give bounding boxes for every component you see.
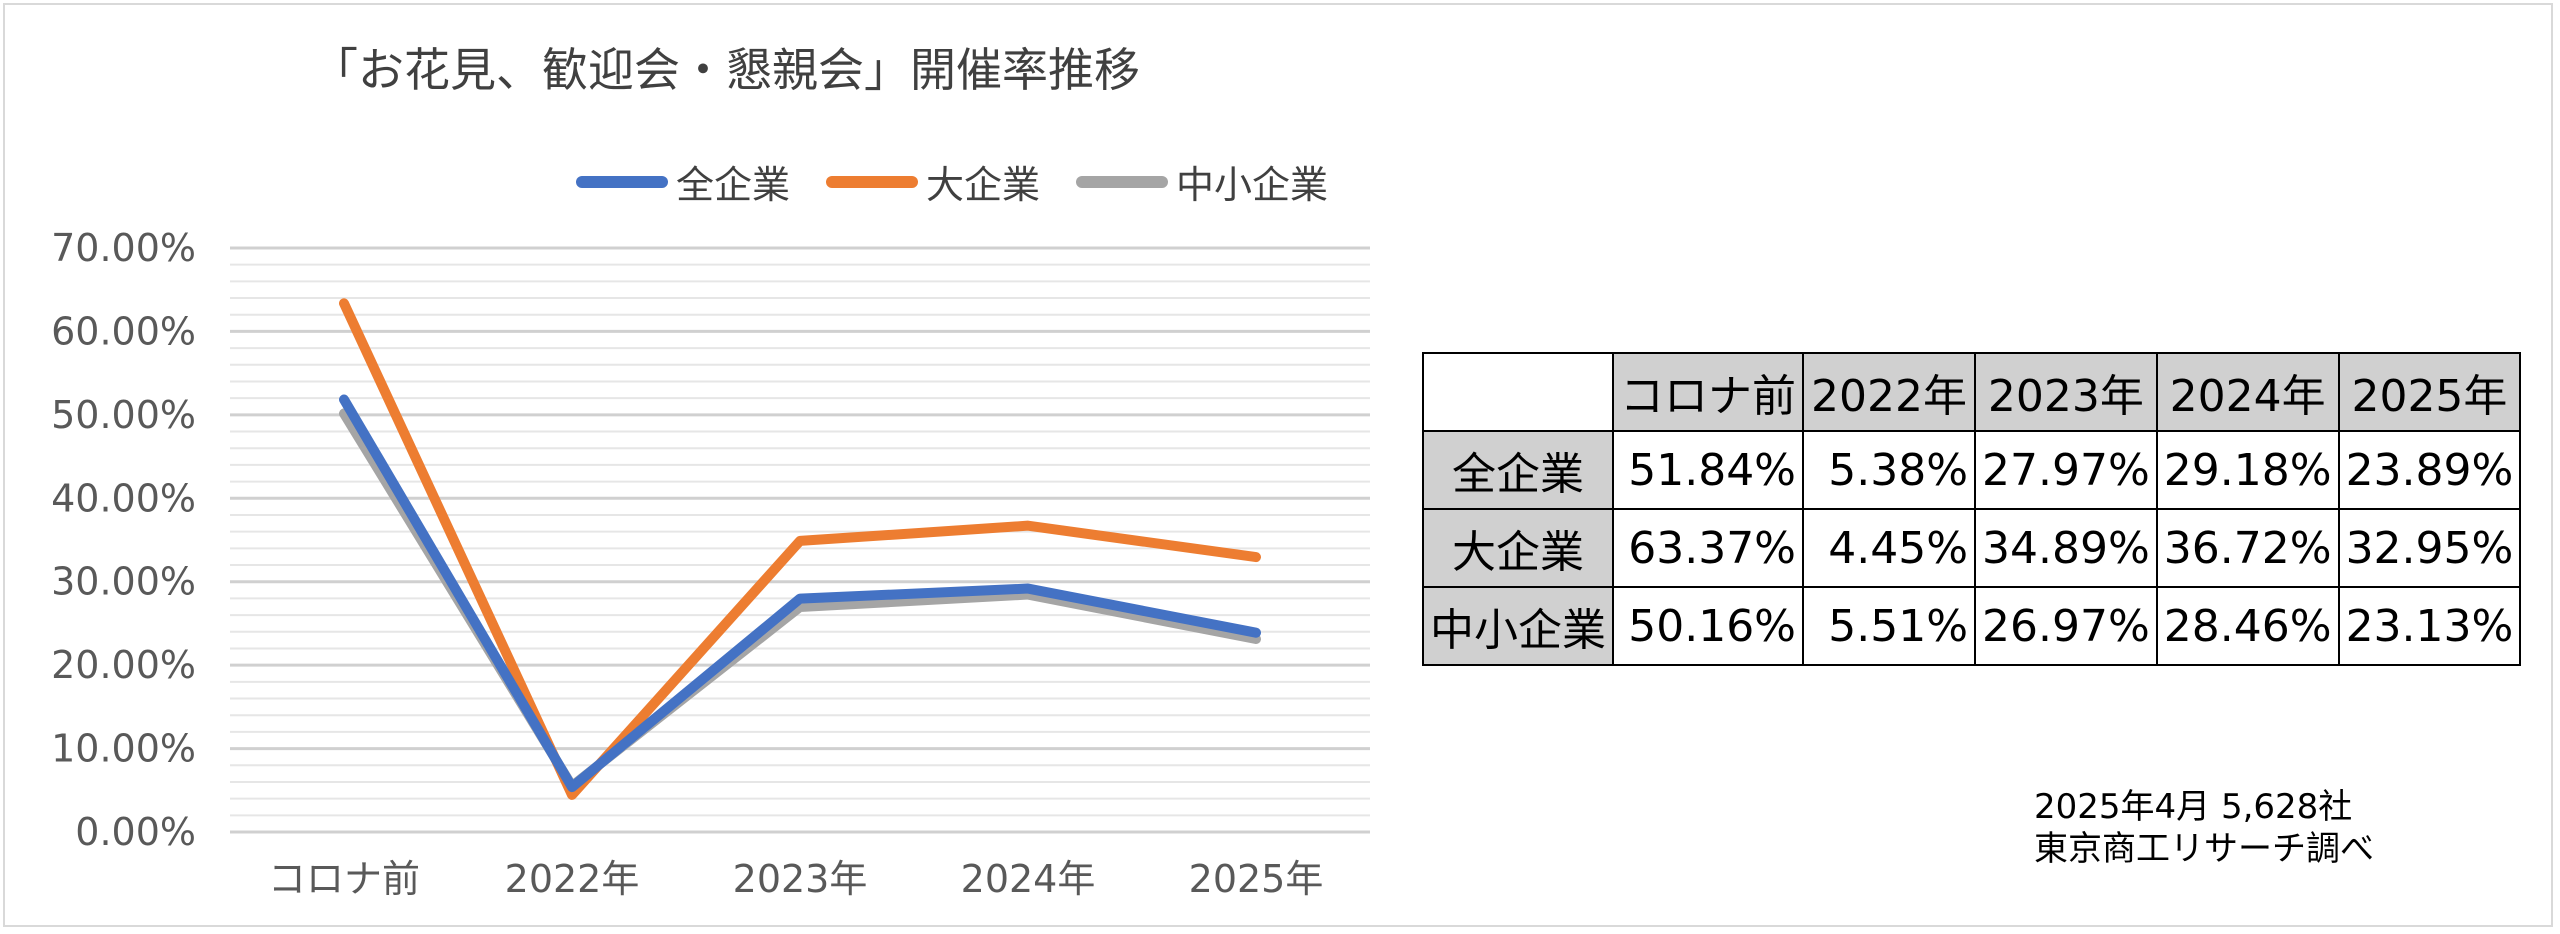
table-cell: 34.89% <box>1974 508 2158 588</box>
table-cell: 26.97% <box>1974 586 2158 666</box>
table-cell: 29.18% <box>2155 430 2340 510</box>
chart-legend: 全企業 大企業 中小企業 <box>576 154 1364 209</box>
x-tick-label: 2025年 <box>1189 857 1324 901</box>
y-tick-label: 30.00% <box>51 560 196 604</box>
table-corner-cell <box>1422 352 1614 432</box>
y-tick-label: 60.00% <box>51 309 196 353</box>
series-line-all <box>339 394 1261 793</box>
line-chart: 0.00% 10.00% 20.00% 30.00% 40.00% 50.00% 60.00… <box>51 226 1370 901</box>
source-date-count: 2025年4月 5,628社 <box>2034 787 2353 827</box>
x-tick-label: 2024年 <box>961 857 1096 901</box>
table-header-row: コロナ前 2022年 2023年 2024年 2025年 <box>1422 352 2522 432</box>
table-header-cell: 2022年 <box>1802 352 1976 432</box>
y-tick-label: 10.00% <box>51 727 196 771</box>
y-tick-label: 20.00% <box>51 643 196 687</box>
table-cell: 28.46% <box>2155 586 2340 666</box>
table-cell: 23.89% <box>2337 430 2522 510</box>
x-tick-label: コロナ前 <box>268 857 420 901</box>
table-cell: 23.13% <box>2337 586 2522 666</box>
x-tick-label: 2022年 <box>505 857 640 901</box>
table-header-cell: 2025年 <box>2337 352 2522 432</box>
y-tick-label: 40.00% <box>51 476 196 520</box>
table-row: 大企業 63.37% 4.45% 34.89% 36.72% 32.95% <box>1422 508 2522 588</box>
table-cell: 5.38% <box>1802 430 1976 510</box>
legend-label-large: 大企業 <box>926 163 1041 207</box>
legend-swatch-all <box>576 175 668 188</box>
legend-item-sme: 中小企業 <box>1076 154 1328 209</box>
table-row-label: 全企業 <box>1422 430 1614 510</box>
legend-label-all: 全企業 <box>676 163 791 207</box>
chart-title: 「お花見、歓迎会・懇親会」開催率推移 <box>312 43 1140 97</box>
table-row-label: 大企業 <box>1422 508 1614 588</box>
table-cell: 4.45% <box>1802 508 1976 588</box>
table-cell: 32.95% <box>2337 508 2522 588</box>
source-publisher: 東京商工リサーチ調べ <box>2034 829 2374 869</box>
legend-item-all: 全企業 <box>576 154 790 209</box>
table-cell: 50.16% <box>1612 586 1804 666</box>
table-header-cell: 2024年 <box>2155 352 2340 432</box>
y-tick-label: 0.00% <box>75 810 196 854</box>
legend-label-sme: 中小企業 <box>1176 163 1329 207</box>
data-table: コロナ前 2022年 2023年 2024年 2025年 全企業 51.84% … <box>1422 352 2522 666</box>
table-cell: 27.97% <box>1974 430 2158 510</box>
series-line-large <box>339 298 1261 800</box>
table-row: 中小企業 50.16% 5.51% 26.97% 28.46% 23.13% <box>1422 586 2522 666</box>
legend-item-large: 大企業 <box>826 154 1040 209</box>
table-cell: 63.37% <box>1612 508 1804 588</box>
y-tick-label: 70.00% <box>51 226 196 270</box>
table-cell: 36.72% <box>2155 508 2340 588</box>
table-row-label: 中小企業 <box>1422 586 1614 666</box>
table-cell: 51.84% <box>1612 430 1804 510</box>
table-header-cell: 2023年 <box>1974 352 2158 432</box>
table-header-cell: コロナ前 <box>1612 352 1804 432</box>
legend-swatch-large <box>826 175 919 188</box>
table-row: 全企業 51.84% 5.38% 27.97% 29.18% 23.89% <box>1422 430 2522 510</box>
legend-swatch-sme <box>1076 175 1169 188</box>
source-note: 2025年4月 5,628社 東京商工リサーチ調べ <box>2034 786 2374 870</box>
table-cell: 5.51% <box>1802 586 1976 666</box>
y-tick-label: 50.00% <box>51 393 196 437</box>
x-tick-label: 2023年 <box>733 857 868 901</box>
